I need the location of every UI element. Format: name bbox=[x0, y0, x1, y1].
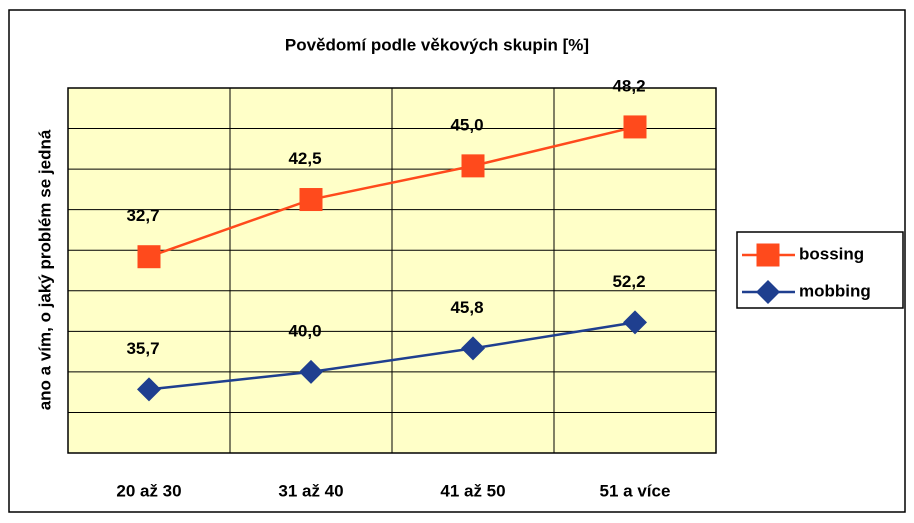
marker bbox=[461, 154, 485, 178]
marker bbox=[299, 188, 323, 212]
data-label: 48,2 bbox=[612, 76, 645, 95]
y-axis-label: ano a vím, o jaký problém se jedná bbox=[35, 129, 54, 410]
x-tick-label: 31 až 40 bbox=[278, 481, 343, 500]
x-tick-label: 51 a více bbox=[600, 481, 671, 500]
plot-border bbox=[67, 87, 717, 454]
chart-title: Povědomí podle věkových skupin [%] bbox=[285, 35, 589, 54]
legend-label: mobbing bbox=[799, 281, 871, 300]
legend-marker bbox=[756, 243, 780, 267]
marker bbox=[623, 310, 647, 335]
series-line bbox=[148, 321, 636, 391]
x-tick-label: 41 až 50 bbox=[440, 481, 505, 500]
x-tick-label: 20 až 30 bbox=[116, 481, 181, 500]
legend-label: bossing bbox=[799, 244, 864, 263]
legend-marker bbox=[756, 280, 780, 304]
data-label: 32,7 bbox=[126, 206, 159, 225]
marker bbox=[461, 336, 485, 361]
data-label: 42,5 bbox=[288, 149, 321, 168]
data-label: 35,7 bbox=[126, 339, 159, 358]
series-line bbox=[148, 125, 636, 258]
data-label: 45,0 bbox=[450, 115, 483, 134]
data-label: 45,8 bbox=[450, 298, 483, 317]
marker bbox=[299, 359, 323, 384]
marker bbox=[137, 245, 161, 269]
marker bbox=[137, 377, 161, 402]
data-label: 40,0 bbox=[288, 321, 321, 340]
marker bbox=[623, 115, 647, 139]
data-label: 52,2 bbox=[612, 272, 645, 291]
